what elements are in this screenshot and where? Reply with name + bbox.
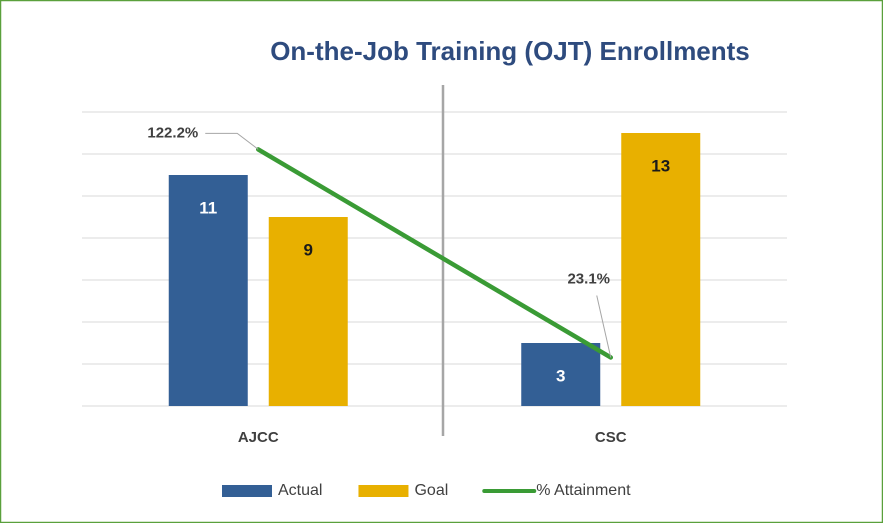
chart-title: On-the-Job Training (OJT) Enrollments (270, 36, 750, 66)
legend-label: Goal (414, 482, 448, 499)
legend-swatch (358, 485, 409, 497)
line-label: 122.2% (147, 124, 198, 141)
bar (521, 343, 601, 406)
line (256, 147, 613, 360)
leader-line (205, 132, 259, 150)
legend-swatch (222, 485, 272, 497)
bar-label: 13 (651, 156, 670, 175)
bar-label: 9 (304, 240, 313, 259)
bar-label: 3 (556, 366, 565, 385)
bar-label: 11 (199, 198, 217, 217)
leader-line (596, 295, 612, 358)
line-label: 23.1% (567, 270, 610, 287)
bar (621, 133, 701, 406)
x-tick-label: CSC (595, 429, 627, 446)
legend-label: % Attainment (536, 482, 631, 499)
bar (168, 175, 248, 406)
bar (268, 217, 348, 406)
x-tick-label: AJCC (238, 429, 279, 446)
legend-label: Actual (278, 482, 322, 499)
